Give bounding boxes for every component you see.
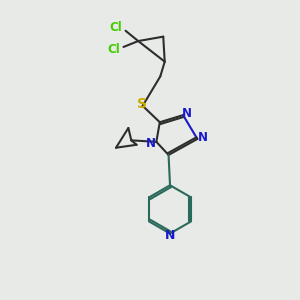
Text: N: N xyxy=(165,229,175,242)
Text: N: N xyxy=(146,137,156,150)
Text: S: S xyxy=(137,97,147,111)
Text: N: N xyxy=(198,131,208,144)
Text: N: N xyxy=(182,106,192,120)
Text: Cl: Cl xyxy=(108,44,121,56)
Text: Cl: Cl xyxy=(110,21,122,34)
